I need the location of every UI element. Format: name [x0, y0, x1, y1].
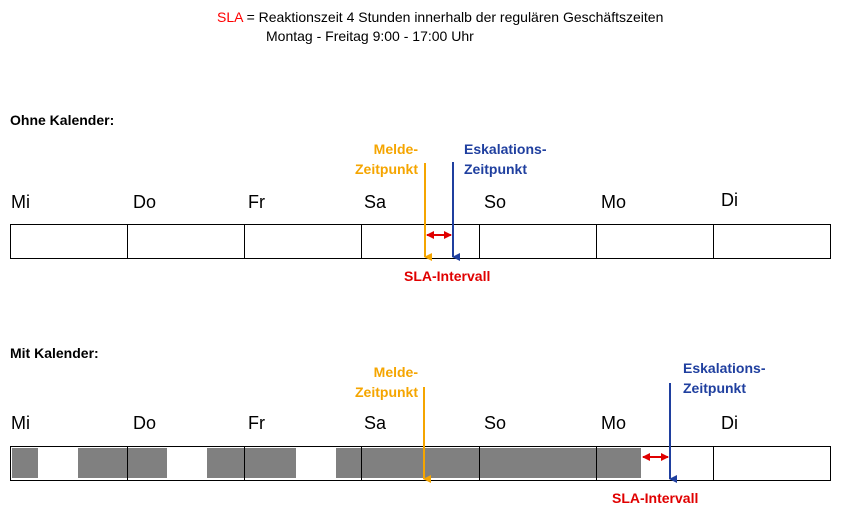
business-hours-block: [207, 448, 296, 478]
report-time-label: Melde- Zeitpunkt: [355, 141, 418, 177]
sla-definition-line2: Montag - Freitag 9:00 - 17:00 Uhr: [266, 28, 474, 44]
timeline-mit-kalender: [10, 383, 831, 483]
section-title-mit-kalender: Mit Kalender:: [10, 345, 99, 361]
day-label-sa: Sa: [364, 413, 387, 433]
day-label-di: Di: [721, 413, 738, 433]
day-label-di: Di: [721, 190, 738, 210]
day-label-sa: Sa: [364, 192, 387, 212]
sla-interval-label: SLA-Intervall: [612, 490, 699, 506]
business-hours-block: [12, 448, 38, 478]
sla-definition: SLA = Reaktionszeit 4 Stunden innerhalb …: [217, 8, 663, 26]
day-label-so: So: [484, 413, 507, 433]
day-label-mi: Mi: [11, 192, 30, 212]
day-label-mi: Mi: [11, 413, 30, 433]
escalation-time-label: Eskalations- Zeitpunkt: [464, 141, 547, 177]
section-title-ohne-kalender: Ohne Kalender:: [10, 112, 115, 128]
report-time-label: Melde- Zeitpunkt: [355, 364, 418, 400]
day-label-mo: Mo: [601, 192, 627, 212]
day-label-fr: Fr: [248, 192, 265, 212]
escalation-time-label: Eskalations- Zeitpunkt: [683, 360, 766, 396]
business-hours-block: [78, 448, 167, 478]
day-label-do: Do: [133, 413, 157, 433]
day-label-do: Do: [133, 192, 157, 212]
sla-interval-label: SLA-Intervall: [404, 268, 491, 284]
day-label-fr: Fr: [248, 413, 265, 433]
timeline-ohne-kalender: [10, 162, 831, 261]
timeline-bar: [10, 224, 831, 259]
business-hours-block: [336, 448, 641, 478]
day-label-so: So: [484, 192, 507, 212]
sla-definition-line1: = Reaktionszeit 4 Stunden innerhalb der …: [246, 9, 664, 25]
day-label-mo: Mo: [601, 413, 627, 433]
sla-term: SLA: [217, 9, 243, 25]
